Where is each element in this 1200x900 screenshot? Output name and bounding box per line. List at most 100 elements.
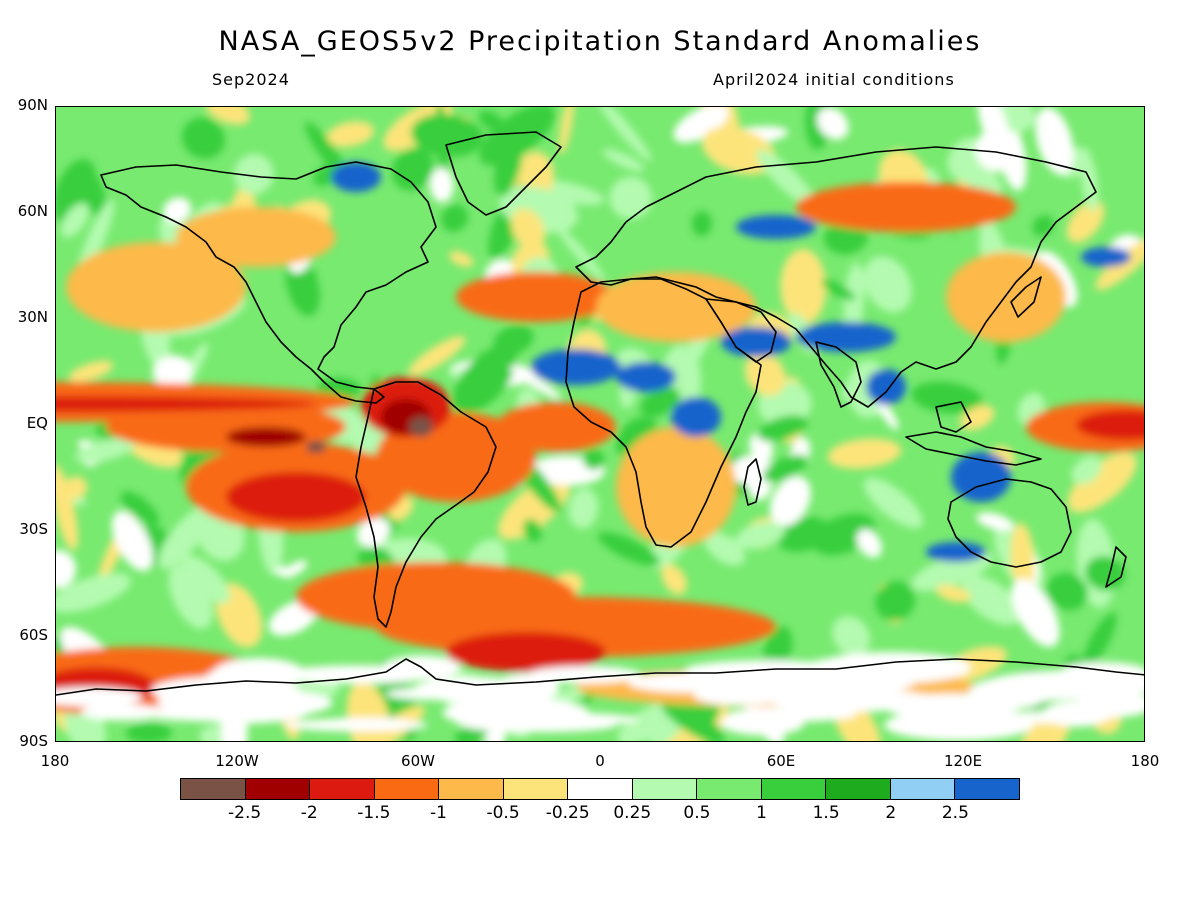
legend-label: -1 [429,803,447,823]
anomaly-blob [527,665,642,684]
anomaly-blob [596,272,756,342]
anomaly-blob [331,162,381,192]
anomaly-blob [640,386,681,417]
anomaly-blob [961,575,1022,626]
anomaly-blob [531,349,621,385]
anomaly-blob [306,441,326,453]
legend-label: 0.5 [683,803,711,823]
anomaly-blob [391,148,434,191]
lon-label-60w: 60W [401,752,435,770]
anomaly-blob [493,324,534,356]
anomaly-blob [125,723,172,741]
lon-label-120w: 120W [215,752,259,770]
coast-greenland [445,131,562,216]
anomaly-blob [616,362,676,392]
coast-arabia [705,298,777,363]
legend-label: -2.5 [228,803,262,823]
anomaly-blob [856,529,882,558]
anomaly-blob [56,464,78,551]
anomaly-blob [60,202,89,238]
legend-swatch [697,779,762,799]
anomaly-blob [1071,456,1102,485]
anomaly-blob [111,511,153,572]
coast-madagascar [743,458,762,506]
anomaly-blob [478,110,504,131]
forecast-month: Sep2024 [212,70,290,89]
anomaly-blob [856,443,883,457]
anomaly-blob [205,107,251,125]
anomaly-blob [556,225,606,282]
anomaly-blob [456,272,616,322]
anomaly-blob [1075,690,1144,718]
coast-borneo [935,401,972,433]
anomaly-blob [1095,237,1144,290]
anomaly-blob [176,207,336,267]
anomaly-blob [975,129,1018,172]
anomaly-blob [568,488,599,529]
lat-label-60s: 60S [19,626,48,644]
coast-north-america [100,161,437,404]
anomaly-blob [509,366,561,400]
anomaly-blob [796,182,1016,232]
coast-india [815,341,862,408]
anomaly-blob [461,717,618,733]
coast-antarctica [56,658,1144,696]
anomaly-blob [226,427,306,447]
anomaly-blob [279,665,438,684]
anomaly-blob [162,197,192,223]
coast-australia [947,478,1072,568]
anomaly-blob [863,477,924,529]
color-legend [180,778,1020,800]
coast-new-zealand [1105,546,1127,588]
anomaly-blob [951,452,1011,502]
anomaly-blob [304,121,349,181]
lon-label-60e: 60E [766,752,796,770]
anomaly-blob [409,417,433,437]
legend-swatch [761,779,827,799]
anomaly-blob [314,717,417,731]
coast-eurasia [575,146,1097,408]
anomaly-blob [158,505,212,569]
anomaly-blob [559,107,574,155]
anomaly-blob [911,550,994,592]
coast-japan [1010,276,1042,318]
anomaly-blob [757,415,808,442]
anomaly-blob [181,555,230,604]
anomaly-blob [1067,452,1137,513]
anomaly-blob [181,117,225,159]
anomaly-blob [523,519,542,542]
anomaly-blob [275,566,296,578]
anomaly-blob [841,364,878,401]
anomaly-blob [66,242,246,332]
legend-swatch [181,779,246,799]
anomaly-blob [408,336,466,376]
anomaly-blob [602,149,645,172]
anomaly-blob [796,322,896,352]
initial-conditions: April2024 initial conditions [713,70,955,89]
legend-label: 0.25 [613,803,652,823]
anomaly-blob [691,211,712,237]
anomaly-blob [1066,200,1105,243]
lat-label-60n: 60N [17,202,48,220]
anomaly-blob [609,176,652,219]
anomaly-blob [120,491,160,526]
anomaly-blob [582,448,605,470]
anomaly-blob [1035,107,1074,175]
legend-swatch [245,779,311,799]
lon-label-180e: 180 [1130,752,1160,770]
coast-africa [565,278,762,548]
anomaly-blob [673,107,729,143]
anomaly-blob [412,676,533,703]
anomaly-blob [843,262,865,340]
legend-label: -2 [300,803,318,823]
legend-label: 2 [885,803,897,823]
anomaly-blob [75,437,136,463]
legend-swatch [503,779,569,799]
legend-label: 2.5 [941,803,969,823]
anomaly-blob [989,711,1113,724]
anomaly-blob [735,521,785,550]
anomaly-blob [496,402,616,452]
anomaly-blob [140,707,299,722]
coast-indonesia [905,431,1042,466]
anomaly-blob [976,512,1014,531]
